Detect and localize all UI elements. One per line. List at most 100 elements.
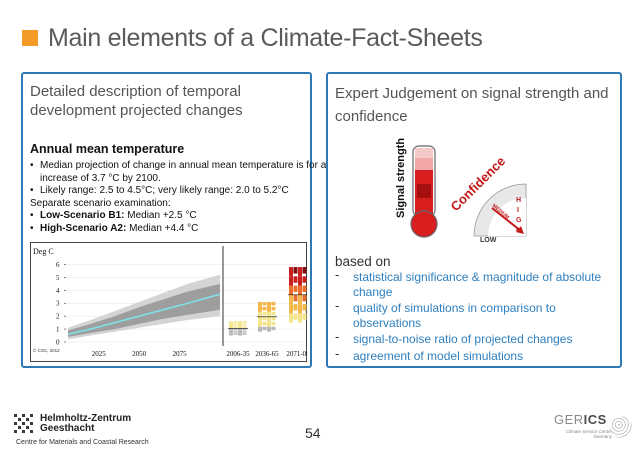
period-cell	[289, 294, 293, 305]
period-cell	[242, 330, 247, 333]
period-cell	[298, 285, 302, 295]
period-cell	[258, 311, 262, 317]
period-cell	[293, 313, 298, 320]
signal-confidence-graphic: Signal strength Confidence H I G H LOW	[388, 136, 538, 246]
likely-range-band	[68, 283, 220, 337]
left-panel: Detailed description of temporal develop…	[21, 72, 332, 368]
scenario-low-line: • Low-Scenario B1: Median +2.5 °C	[30, 210, 197, 221]
description-line: increase of 3.7 °C by 2100.	[40, 172, 161, 184]
gerics-subtitle: Climate Service Center Germany	[565, 429, 612, 439]
signal-strength-label: Signal strength	[395, 138, 407, 218]
institution-subtitle: Centre for Materials and Coastal Researc…	[16, 439, 149, 446]
period-cell	[242, 333, 247, 335]
period-cell	[293, 267, 298, 274]
period-cell	[229, 321, 233, 324]
period-cell	[289, 276, 293, 286]
right-panel-heading: Expert Judgement on signal strength and …	[335, 85, 609, 125]
period-cell	[302, 276, 307, 283]
slide-title-row: Main elements of a Climate-Fact-Sheets	[22, 22, 483, 54]
period-cell	[238, 333, 242, 336]
period-cell	[302, 313, 307, 320]
criteria-list: - statistical significance & magnitude of…	[335, 267, 615, 365]
period-cell	[233, 321, 238, 323]
period-cell	[289, 313, 293, 323]
period-cell	[262, 321, 267, 326]
y-tick-label: 4	[56, 287, 60, 295]
period-cell	[238, 323, 242, 327]
period-cell	[289, 304, 293, 314]
period-cell	[298, 276, 302, 286]
description-line: • Median projection of change in annual m…	[30, 160, 332, 171]
period-cell	[302, 304, 307, 311]
x-tick-label: 2006-35	[226, 350, 250, 358]
x-tick-label: 2036-65	[255, 350, 279, 358]
period-cell	[267, 321, 271, 327]
period-cell	[298, 294, 302, 305]
period-cell	[262, 316, 267, 321]
period-cell	[271, 321, 276, 326]
period-cell	[271, 301, 276, 306]
period-cell	[242, 326, 247, 328]
y-tick-label: 5	[56, 274, 60, 282]
chart-ylabel: Deg C	[33, 247, 54, 256]
hzg-logo: Helmholtz-Zentrum Geesthacht Centre for …	[14, 412, 184, 448]
period-cell	[258, 306, 262, 312]
based-on-label: based on	[335, 254, 391, 269]
thermometer-icon	[410, 145, 438, 238]
description-text: • Median projection of change in annual m…	[30, 160, 332, 235]
y-tick-label: 0	[56, 339, 60, 347]
criteria-item: - quality of simulations in comparison to…	[335, 298, 556, 330]
x-tick-label: 2075	[173, 350, 188, 358]
period-cell	[298, 313, 302, 323]
y-tick-label: 1	[56, 326, 60, 334]
period-cell	[262, 301, 267, 306]
period-cell	[258, 301, 262, 307]
scenario-high-line: • High-Scenario A2: Median +4.4 °C	[30, 222, 199, 234]
right-panel: Expert Judgement on signal strength and …	[326, 72, 622, 368]
period-cell	[262, 311, 267, 316]
period-cell	[289, 267, 293, 277]
gerics-wordmark: GERICS	[554, 412, 607, 427]
period-cell	[267, 306, 271, 312]
page-number: 54	[305, 425, 321, 441]
period-cell	[229, 328, 233, 331]
description-line: • Likely range: 2.5 to 4.5°C; very likely…	[30, 185, 289, 196]
period-cell	[242, 328, 247, 331]
period-cell	[238, 330, 242, 334]
period-cell	[233, 330, 238, 333]
institution-name: Helmholtz-Zentrum Geesthacht	[40, 413, 132, 434]
confidence-gauge: H I G H LOW MEDIUM	[473, 183, 527, 244]
period-cell	[298, 267, 302, 277]
period-cell	[267, 301, 271, 307]
period-cell	[271, 306, 276, 311]
period-cell	[242, 321, 247, 323]
x-tick-label: 2071-00	[286, 350, 307, 358]
gauge-letter: I	[517, 207, 519, 214]
period-cell	[229, 330, 233, 334]
x-tick-label: 2050	[132, 350, 147, 358]
period-cell	[229, 323, 233, 327]
period-cell	[271, 311, 276, 316]
gerics-logo: GERICS Climate Service Center Germany	[548, 412, 633, 448]
median-line	[67, 293, 221, 336]
period-cell	[238, 321, 242, 324]
period-cell	[302, 294, 307, 302]
period-cell	[258, 326, 262, 332]
period-cell	[238, 326, 242, 329]
criteria-item: - statistical significance & magnitude of…	[335, 267, 602, 299]
period-cell	[302, 267, 307, 274]
period-cell	[293, 294, 298, 302]
period-cell	[271, 316, 276, 321]
period-cell	[298, 304, 302, 314]
period-cell	[293, 285, 298, 293]
gauge-needle	[491, 207, 522, 232]
slide-title: Main elements of a Climate-Fact-Sheets	[48, 23, 483, 52]
period-cell	[293, 304, 298, 311]
gauge-letter: G	[516, 217, 522, 224]
gauge-letter: H	[516, 197, 521, 204]
period-cell	[238, 328, 242, 331]
period-cell	[267, 311, 271, 317]
gerics-swirl-icon	[610, 416, 632, 438]
temperature-chart-svg: Deg C © CSC, 2012 0 1 2 3 4 5 6 2025 2050 2075 200…	[30, 242, 310, 362]
description-line: Separate scenario examination:	[30, 197, 171, 209]
